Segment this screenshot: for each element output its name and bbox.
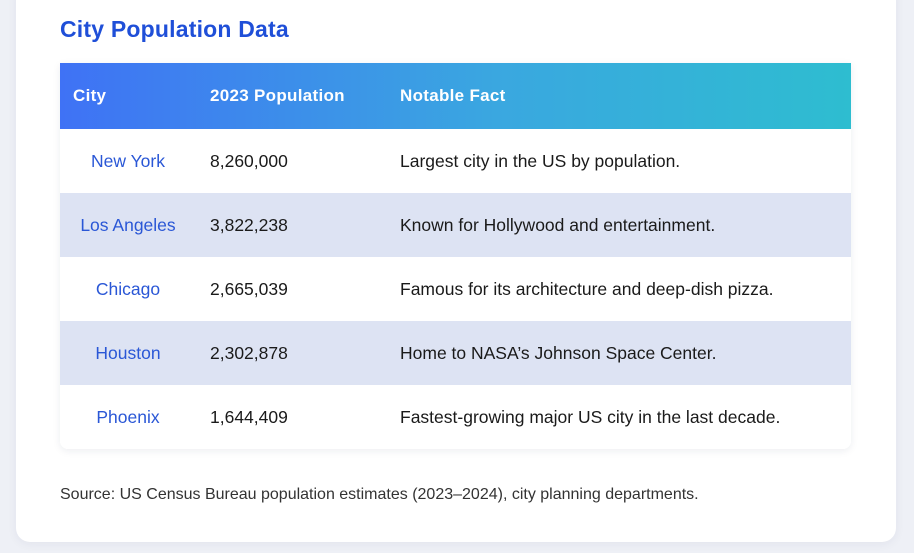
table-row: Phoenix 1,644,409 Fastest-growing major … (60, 385, 851, 449)
table-row: Chicago 2,665,039 Famous for its archite… (60, 257, 851, 321)
column-header-city: City (73, 86, 107, 105)
city-cell: Phoenix (96, 406, 160, 427)
city-cell: Los Angeles (80, 214, 176, 235)
table-header: City 2023 Population Notable Fact (60, 63, 851, 129)
city-cell: New York (91, 150, 165, 171)
fact-cell: Known for Hollywood and entertainment. (400, 214, 716, 235)
table-row: Houston 2,302,878 Home to NASA’s Johnson… (60, 321, 851, 385)
population-cell: 8,260,000 (210, 150, 288, 171)
table-row: Los Angeles 3,822,238 Known for Hollywoo… (60, 193, 851, 257)
population-cell: 1,644,409 (210, 406, 288, 427)
table-body: New York 8,260,000 Largest city in the U… (60, 129, 851, 449)
column-header-fact: Notable Fact (400, 86, 506, 105)
table-header-row: City 2023 Population Notable Fact (60, 63, 851, 129)
city-cell: Houston (95, 342, 161, 363)
column-header-population: 2023 Population (210, 86, 345, 105)
population-table: City 2023 Population Notable Fact New Yo… (60, 63, 851, 449)
population-cell: 3,822,238 (210, 214, 288, 235)
content-card: City Population Data City 2023 Populatio… (16, 0, 896, 542)
population-table-container: City 2023 Population Notable Fact New Yo… (60, 63, 851, 449)
fact-cell: Home to NASA’s Johnson Space Center. (400, 342, 717, 363)
fact-cell: Famous for its architecture and deep-dis… (400, 278, 774, 299)
fact-cell: Fastest-growing major US city in the las… (400, 406, 781, 427)
fact-cell: Largest city in the US by population. (400, 150, 681, 171)
population-cell: 2,665,039 (210, 278, 288, 299)
page-title: City Population Data (60, 16, 289, 42)
table-row: New York 8,260,000 Largest city in the U… (60, 129, 851, 193)
source-note: Source: US Census Bureau population esti… (60, 486, 699, 503)
city-cell: Chicago (95, 278, 161, 299)
population-cell: 2,302,878 (210, 342, 288, 363)
